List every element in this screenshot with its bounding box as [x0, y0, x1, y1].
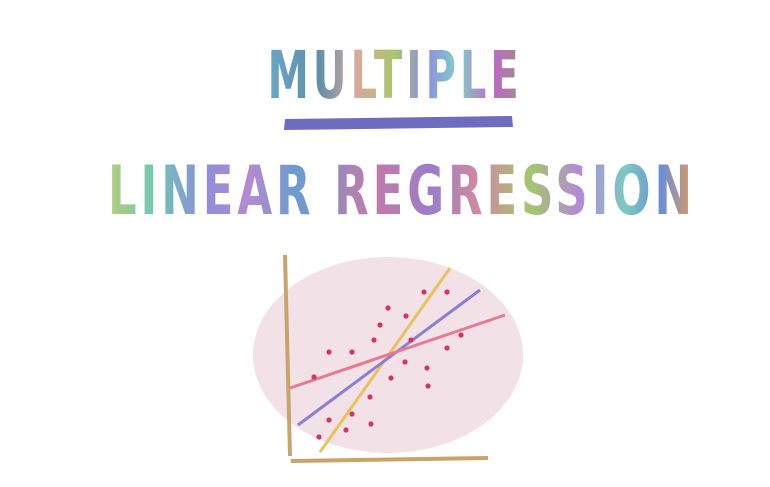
x-axis — [290, 456, 489, 463]
title-line-1: MULTIPLE — [268, 37, 523, 114]
y-axis — [283, 254, 292, 457]
fit-line — [297, 288, 481, 427]
fit-line — [289, 313, 506, 390]
title-line-2: LINEAR REGRESSION — [108, 152, 696, 231]
points — [311, 289, 464, 440]
underline — [284, 116, 513, 130]
